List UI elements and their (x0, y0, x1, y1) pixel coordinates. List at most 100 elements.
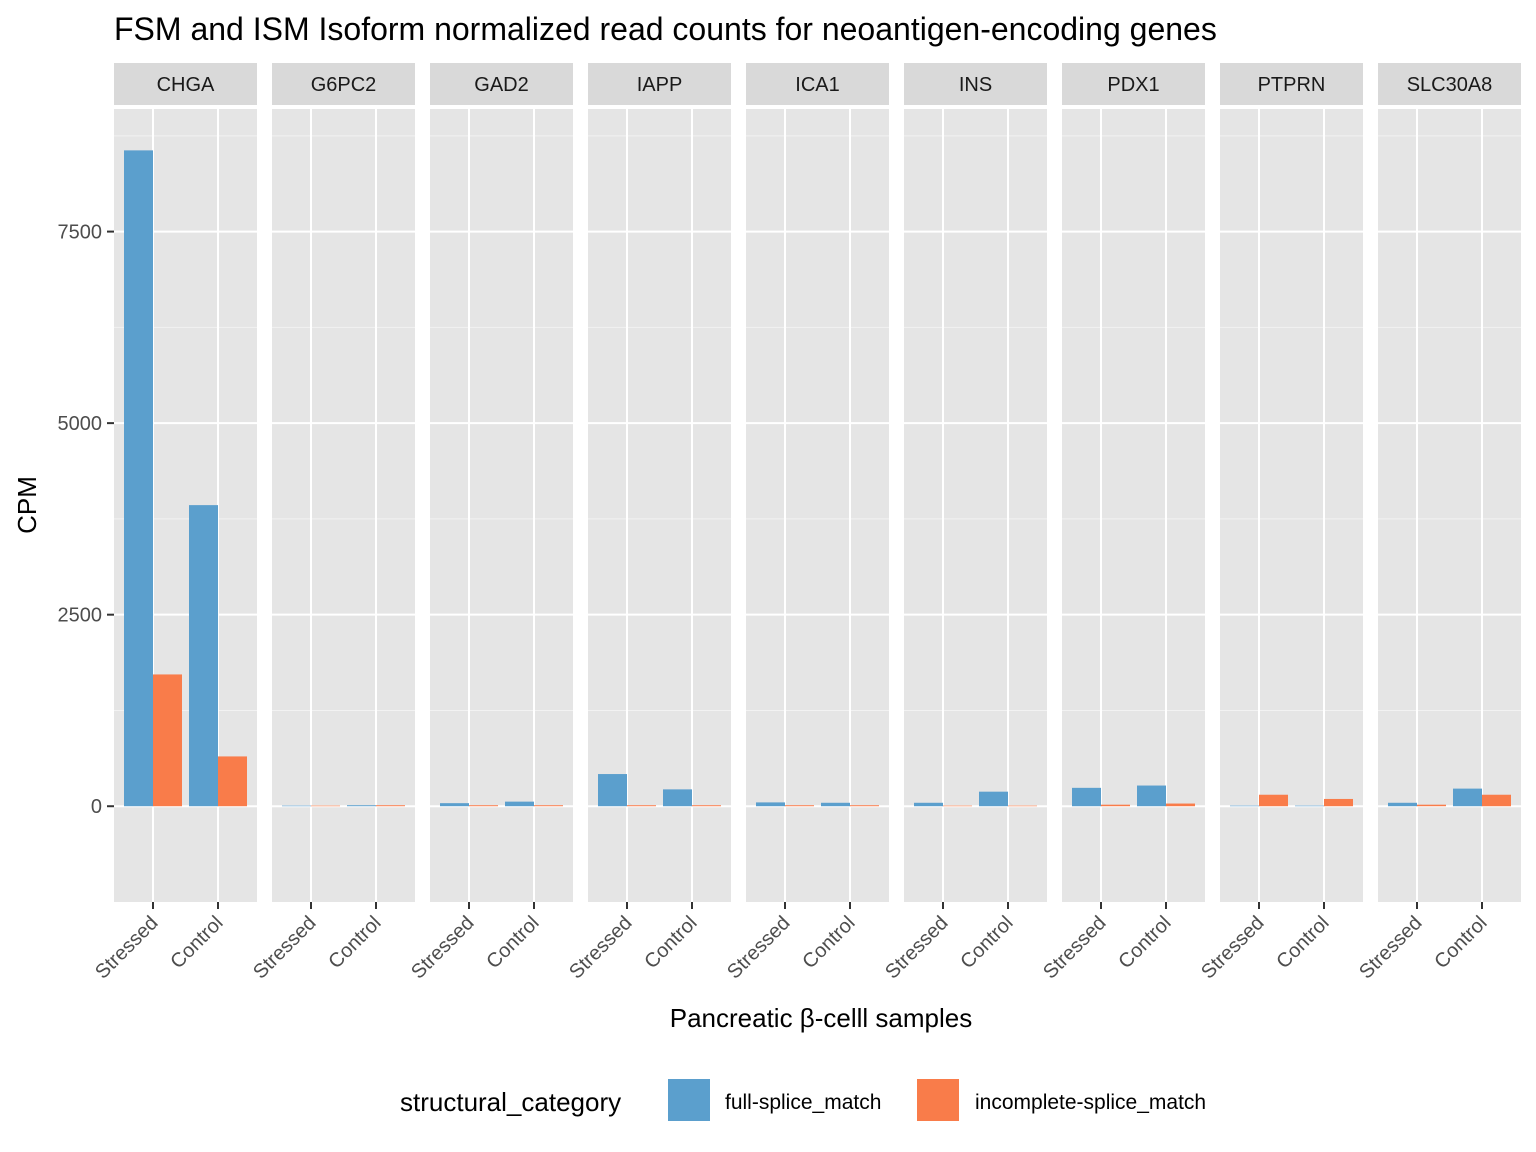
x-tick-label: Control (324, 912, 385, 973)
panel-background (1378, 109, 1521, 902)
x-tick-label: Stressed (1039, 912, 1110, 983)
legend-label-full-splice-match: full-splice_match (725, 1091, 881, 1114)
bar-ptprn-stressed-incomplete-splice-match (1259, 794, 1288, 807)
facet-strip (430, 63, 573, 105)
facet-strip-label: ICA1 (795, 74, 839, 96)
x-tick-label: Control (1430, 912, 1491, 973)
facet-strip-label: GAD2 (474, 74, 528, 96)
panel-background (430, 109, 573, 902)
x-tick-label: Stressed (723, 912, 794, 983)
facet-strip-label: PTPRN (1258, 74, 1326, 96)
bar-slc30a8-control-incomplete-splice-match (1482, 794, 1511, 807)
y-axis: 0 2500 5000 7500 (58, 222, 114, 818)
bar-gad2-stressed-full-splice-match (440, 803, 469, 807)
bar-pdx1-stressed-incomplete-splice-match (1101, 804, 1130, 807)
bar-ptprn-control-full-splice-match (1295, 805, 1324, 807)
bar-chga-stressed-incomplete-splice-match (153, 674, 182, 807)
bar-ptprn-stressed-full-splice-match (1230, 805, 1259, 807)
facet-strip-label: IAPP (637, 74, 683, 96)
facet-strip-label: SLC30A8 (1407, 74, 1493, 96)
facet-strip (114, 63, 257, 105)
facet-strip-label: CHGA (157, 74, 215, 96)
x-tick-label: Stressed (881, 912, 952, 983)
panel-background (272, 109, 415, 902)
x-tick-label: Stressed (565, 912, 636, 983)
legend-title: structural_category (400, 1087, 621, 1117)
bar-gad2-stressed-incomplete-splice-match (469, 805, 498, 807)
facet-strip (1062, 63, 1205, 105)
facet-panel-ptprn: PTPRN Stressed Control (1197, 63, 1363, 983)
legend-label-incomplete-splice-match: incomplete-splice_match (975, 1091, 1206, 1114)
bar-ptprn-control-incomplete-splice-match (1324, 798, 1353, 807)
panel-background (904, 109, 1047, 902)
facet-strip-label: PDX1 (1107, 74, 1159, 96)
facet-panel-ins: INS Stressed Control (881, 63, 1047, 983)
facet-strip (904, 63, 1047, 105)
bar-chga-stressed-full-splice-match (124, 150, 153, 807)
y-axis-title: CPM (12, 476, 42, 534)
facet-panel-pdx1: PDX1 Stressed Control (1039, 63, 1205, 983)
bar-ins-control-full-splice-match (979, 791, 1008, 807)
bar-gad2-control-incomplete-splice-match (534, 805, 563, 807)
panel-background (1220, 109, 1363, 902)
facet-panel-gad2: GAD2 Stressed Control (407, 63, 573, 983)
facet-panel-ica1: ICA1 Stressed Control (723, 63, 889, 983)
bar-pdx1-control-incomplete-splice-match (1166, 803, 1195, 807)
facet-strip (746, 63, 889, 105)
panel-background (1062, 109, 1205, 902)
bar-iapp-stressed-full-splice-match (598, 774, 627, 807)
x-tick-label: Stressed (249, 912, 320, 983)
x-tick-label: Control (166, 912, 227, 973)
x-tick-label: Stressed (407, 912, 478, 983)
facet-strip (1378, 63, 1521, 105)
bar-g6pc2-stressed-full-splice-match (282, 805, 311, 807)
bar-ins-stressed-incomplete-splice-match (943, 805, 972, 807)
bar-ica1-control-full-splice-match (821, 802, 850, 807)
facet-strip-label: INS (959, 74, 992, 96)
bar-g6pc2-control-incomplete-splice-match (376, 805, 405, 807)
legend-key-incomplete-splice-match (915, 1077, 961, 1123)
bar-ins-control-incomplete-splice-match (1008, 805, 1037, 807)
bar-chga-control-incomplete-splice-match (218, 756, 247, 807)
bar-slc30a8-stressed-incomplete-splice-match (1417, 804, 1446, 807)
bar-g6pc2-stressed-incomplete-splice-match (311, 805, 340, 807)
chart-title: FSM and ISM Isoform normalized read coun… (114, 11, 1217, 47)
bar-iapp-control-full-splice-match (663, 789, 692, 807)
x-tick-label: Control (640, 912, 701, 973)
y-tick-label: 5000 (58, 413, 103, 435)
legend: structural_category full-splice_match in… (400, 1077, 1206, 1123)
bar-iapp-stressed-incomplete-splice-match (627, 805, 656, 807)
y-tick-label: 7500 (58, 222, 103, 244)
x-tick-label: Control (1114, 912, 1175, 973)
facet-panel-g6pc2: G6PC2 Stressed Control (249, 63, 415, 983)
x-tick-label: Control (798, 912, 859, 973)
bar-slc30a8-stressed-full-splice-match (1388, 802, 1417, 807)
x-tick-label: Control (1272, 912, 1333, 973)
x-tick-label: Control (956, 912, 1017, 973)
facet-strip (272, 63, 415, 105)
bar-ica1-stressed-full-splice-match (756, 802, 785, 807)
panel-background (746, 109, 889, 902)
facet-strip (1220, 63, 1363, 105)
bar-pdx1-control-full-splice-match (1137, 785, 1166, 807)
bar-pdx1-stressed-full-splice-match (1072, 787, 1101, 807)
x-tick-label: Stressed (1197, 912, 1268, 983)
facet-panel-slc30a8: SLC30A8 Stressed Control (1355, 63, 1521, 983)
bar-chga-control-full-splice-match (189, 505, 218, 807)
facet-panel-chga: CHGA Stressed Control (91, 63, 257, 983)
facet-panel-iapp: IAPP Stressed Control (565, 63, 731, 983)
bar-ins-stressed-full-splice-match (914, 802, 943, 807)
bar-g6pc2-control-full-splice-match (347, 805, 376, 807)
facet-strip-label: G6PC2 (311, 74, 377, 96)
x-tick-label: Stressed (91, 912, 162, 983)
y-tick-label: 2500 (58, 605, 103, 627)
bar-iapp-control-incomplete-splice-match (692, 805, 721, 807)
bar-gad2-control-full-splice-match (505, 801, 534, 807)
x-axis-title: Pancreatic β-celll samples (670, 1003, 973, 1033)
facet-strip (588, 63, 731, 105)
bar-ica1-control-incomplete-splice-match (850, 805, 879, 807)
x-tick-label: Stressed (1355, 912, 1426, 983)
x-tick-label: Control (482, 912, 543, 973)
